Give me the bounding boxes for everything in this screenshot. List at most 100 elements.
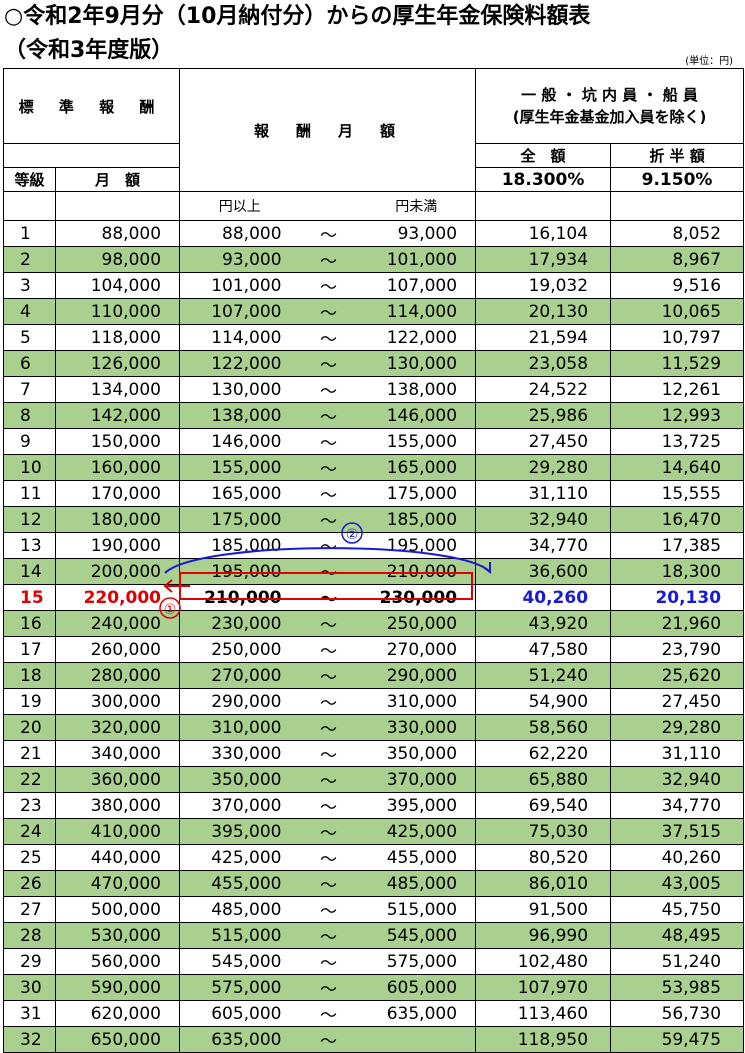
to-cell: 155,000 <box>357 428 477 455</box>
table-row: 16 240,000 230,000 ～ 250,000 43,920 21,960 <box>3 610 745 637</box>
to-cell: 330,000 <box>357 714 477 741</box>
from-cell: 605,000 <box>179 1000 300 1027</box>
from-cell: 88,000 <box>179 220 300 247</box>
monthly-cell: 98,000 <box>54 246 181 273</box>
half-cell: 10,065 <box>610 298 745 325</box>
monthly-cell: 88,000 <box>54 220 181 247</box>
tilde-cell: ～ <box>299 740 358 767</box>
grade-cell: 11 <box>3 480 56 507</box>
table-row: 12 180,000 175,000 ～ 185,000 32,940 16,470 <box>3 506 745 533</box>
half-cell: 51,240 <box>610 948 745 975</box>
from-cell: 310,000 <box>179 714 300 741</box>
tilde-cell: ～ <box>299 1026 358 1053</box>
full-cell: 40,260 <box>475 584 612 611</box>
from-cell: 107,000 <box>179 298 300 325</box>
tilde-cell: ～ <box>299 662 358 689</box>
header-standard-spacer <box>2 143 181 168</box>
grade-cell: 12 <box>3 506 56 533</box>
tilde-cell: ～ <box>299 532 358 559</box>
half-cell: 48,495 <box>610 922 745 949</box>
full-cell: 20,130 <box>475 298 612 325</box>
table-row: 32 650,000 635,000 ～ 118,950 59,475 <box>3 1026 745 1053</box>
full-cell: 36,600 <box>475 558 612 585</box>
tilde-cell: ～ <box>299 376 358 403</box>
grade-cell: 5 <box>3 324 56 351</box>
table-row: 20 320,000 310,000 ～ 330,000 58,560 29,280 <box>3 714 745 741</box>
half-cell: 37,515 <box>610 818 745 845</box>
tilde-cell: ～ <box>299 402 358 429</box>
monthly-cell: 590,000 <box>54 974 181 1001</box>
from-cell: 210,000 <box>179 584 300 611</box>
full-cell: 80,520 <box>475 844 612 871</box>
to-cell: 575,000 <box>357 948 477 975</box>
tilde-cell: ～ <box>299 558 358 585</box>
monthly-cell: 530,000 <box>54 922 181 949</box>
grade-cell: 14 <box>3 558 56 585</box>
to-cell: 545,000 <box>357 922 477 949</box>
table-row: 27 500,000 485,000 ～ 515,000 91,500 45,750 <box>3 896 745 923</box>
tilde-cell: ～ <box>299 610 358 637</box>
grade-cell: 21 <box>3 740 56 767</box>
half-cell: 12,993 <box>610 402 745 429</box>
tilde-cell: ～ <box>299 246 358 273</box>
table-row: 30 590,000 575,000 ～ 605,000 107,970 53,985 <box>3 974 745 1001</box>
from-cell: 485,000 <box>179 896 300 923</box>
half-cell: 59,475 <box>610 1026 745 1053</box>
half-cell: 34,770 <box>610 792 745 819</box>
full-cell: 62,220 <box>475 740 612 767</box>
monthly-cell: 200,000 <box>54 558 181 585</box>
from-cell: 330,000 <box>179 740 300 767</box>
grade-cell: 30 <box>3 974 56 1001</box>
monthly-cell: 620,000 <box>54 1000 181 1027</box>
half-cell: 56,730 <box>610 1000 745 1027</box>
tilde-cell: ～ <box>299 298 358 325</box>
half-cell: 14,640 <box>610 454 745 481</box>
monthly-cell: 300,000 <box>54 688 181 715</box>
grade-cell: 27 <box>3 896 56 923</box>
header-half-rate: 9.150% <box>610 167 745 192</box>
tilde-cell: ～ <box>299 688 358 715</box>
header-monthly: 月 額 <box>54 167 181 192</box>
full-cell: 21,594 <box>475 324 612 351</box>
sub-empty-grade <box>3 191 56 221</box>
monthly-cell: 104,000 <box>54 272 181 299</box>
header-grade: 等級 <box>3 167 56 192</box>
grade-cell: 20 <box>3 714 56 741</box>
monthly-cell: 240,000 <box>54 610 181 637</box>
from-cell: 290,000 <box>179 688 300 715</box>
to-cell <box>357 1026 477 1053</box>
half-cell: 43,005 <box>610 870 745 897</box>
from-cell: 270,000 <box>179 662 300 689</box>
from-cell: 195,000 <box>179 558 300 585</box>
from-cell: 350,000 <box>179 766 300 793</box>
half-cell: 45,750 <box>610 896 745 923</box>
to-cell: 175,000 <box>357 480 477 507</box>
grade-cell: 18 <box>3 662 56 689</box>
full-cell: 118,950 <box>475 1026 612 1053</box>
table-row: 6 126,000 122,000 ～ 130,000 23,058 11,529 <box>3 350 745 377</box>
to-cell: 107,000 <box>357 272 477 299</box>
half-cell: 40,260 <box>610 844 745 871</box>
to-cell: 101,000 <box>357 246 477 273</box>
from-cell: 250,000 <box>179 636 300 663</box>
from-cell: 455,000 <box>179 870 300 897</box>
full-cell: 69,540 <box>475 792 612 819</box>
grade-cell: 28 <box>3 922 56 949</box>
table-row: 4 110,000 107,000 ～ 114,000 20,130 10,065 <box>3 298 745 325</box>
to-cell: 165,000 <box>357 454 477 481</box>
header-half: 折 半 額 <box>610 143 745 168</box>
table-row: 10 160,000 155,000 ～ 165,000 29,280 14,640 <box>3 454 745 481</box>
from-cell: 175,000 <box>179 506 300 533</box>
premium-table: 標 準 報 酬 報 酬 月 額 一 般 ・ 坑 内 員 ・ 船 員 (厚生年金基… <box>2 68 745 1053</box>
half-cell: 13,725 <box>610 428 745 455</box>
page-title: ○令和2年9月分（10月納付分）からの厚生年金保険料額表 <box>4 4 591 29</box>
monthly-cell: 560,000 <box>54 948 181 975</box>
monthly-cell: 500,000 <box>54 896 181 923</box>
tilde-cell: ～ <box>299 454 358 481</box>
half-cell: 8,052 <box>610 220 745 247</box>
tilde-cell: ～ <box>299 1000 358 1027</box>
grade-cell: 2 <box>3 246 56 273</box>
table-body: 1 88,000 88,000 ～ 93,000 16,104 8,052 2 98,000 93… <box>3 220 745 1053</box>
half-cell: 27,450 <box>610 688 745 715</box>
header-remuneration: 報 酬 月 額 <box>179 68 477 192</box>
